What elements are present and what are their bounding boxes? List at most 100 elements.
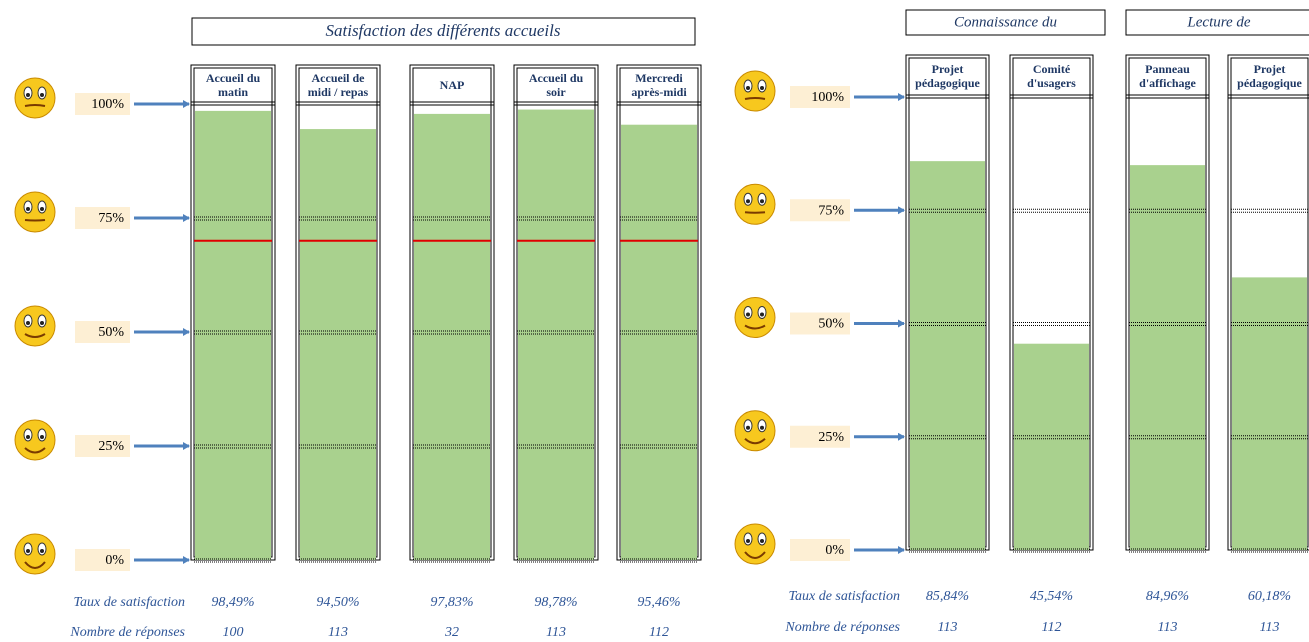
count-label: 113 [1158, 620, 1178, 635]
smiley-pupil [26, 321, 30, 325]
count-label: 113 [938, 620, 958, 635]
column-header-box: Accueil du matin [205, 70, 261, 99]
smiley-pupil [26, 549, 30, 553]
smiley-mouth [744, 437, 766, 445]
smiley-pupil [746, 425, 750, 430]
smiley [14, 533, 56, 575]
smiley-pupil [760, 199, 764, 204]
bar [195, 110, 271, 561]
count-label: 112 [649, 625, 669, 640]
column-header: Comité d'usagers [1027, 62, 1076, 90]
smiley-pupil [746, 539, 750, 543]
count-label: 100 [223, 625, 244, 640]
smiley-mouth [744, 551, 766, 559]
smiley-pupil [26, 207, 30, 211]
smiley-pupil [40, 207, 44, 211]
y-tick-label: 100% [811, 90, 844, 105]
y-tick-label: 75% [98, 211, 124, 226]
value-label: 98,49% [211, 595, 254, 610]
smiley-pupil [40, 93, 44, 97]
bar [1130, 165, 1205, 550]
group-title-box [905, 9, 1106, 36]
smiley [14, 305, 56, 347]
y-tick-label: 0% [105, 553, 124, 568]
smiley-face [734, 183, 776, 225]
smiley-face [734, 410, 776, 452]
tick-label-box [75, 207, 130, 229]
smiley [14, 419, 56, 461]
smiley-pupil [40, 321, 44, 325]
bar [518, 109, 594, 560]
smiley [734, 183, 776, 225]
smiley [734, 70, 776, 112]
column-header: Projet pédagogique [915, 62, 980, 90]
group-title-box [1125, 9, 1309, 36]
bar [621, 124, 697, 561]
smiley [734, 410, 776, 452]
value-label: 98,78% [534, 595, 577, 610]
row-label: Taux de satisfaction [74, 595, 186, 610]
smiley-pupil [760, 539, 764, 543]
column-header-box: Accueil de midi / repas [308, 71, 368, 99]
column-header-box: Comité d'usagers [1027, 62, 1076, 90]
y-tick-label: 50% [98, 325, 124, 340]
tick-label-box [790, 199, 850, 222]
smiley-face [734, 297, 776, 338]
tick-label-box [790, 539, 850, 561]
column-header: NAP [439, 77, 465, 92]
count-label: 112 [1042, 620, 1062, 635]
y-tick-label: 25% [98, 439, 124, 454]
smiley-pupil [746, 199, 750, 204]
smiley-mouth [744, 211, 766, 214]
smiley-pupil [26, 435, 30, 439]
group-title: Lecture de [1186, 14, 1251, 30]
count-label: 32 [444, 625, 459, 640]
smiley-face [14, 533, 56, 575]
count-label: 113 [1260, 620, 1280, 635]
smiley-face [734, 70, 776, 112]
bar [1232, 277, 1307, 550]
value-label: 85,84% [926, 589, 969, 604]
smiley-mouth [24, 447, 46, 454]
column-header: Accueil du matin [205, 70, 261, 99]
row-label: Nombre de réponses [784, 620, 900, 635]
y-tick-label: 50% [818, 317, 844, 332]
tick-label-box [790, 425, 850, 448]
y-tick-label: 100% [91, 97, 124, 112]
column-header-box: Mercredi après-midi [631, 71, 686, 99]
smiley-face [14, 305, 56, 347]
title-box [191, 17, 696, 46]
column-header-box: Projet pédagogique [1237, 62, 1302, 90]
smiley-mouth [24, 333, 46, 338]
smiley-mouth [24, 104, 46, 107]
column-header: Panneau d'affichage [1139, 62, 1196, 90]
column-header: Projet pédagogique [1237, 62, 1302, 90]
tick-label-box [75, 93, 130, 115]
bar [300, 129, 376, 560]
bar [910, 161, 985, 550]
y-tick-label: 25% [818, 430, 844, 445]
column-header-box: NAP [439, 77, 465, 92]
count-label: 113 [328, 625, 348, 640]
tick-label-box [75, 549, 130, 571]
smiley-pupil [760, 86, 764, 90]
smiley-mouth [744, 97, 766, 100]
count-label: 113 [546, 625, 566, 640]
value-label: 84,96% [1146, 589, 1189, 604]
row-label: Taux de satisfaction [789, 589, 901, 604]
tick-label-box [790, 86, 850, 108]
column-header-box: Projet pédagogique [915, 62, 980, 90]
smiley-pupil [760, 312, 764, 317]
smiley-pupil [40, 549, 44, 553]
value-label: 94,50% [316, 595, 359, 610]
smiley-face [14, 77, 56, 119]
smiley-mouth [24, 561, 46, 569]
tick-label-box [75, 435, 130, 457]
smiley-pupil [26, 93, 30, 97]
smiley-pupil [760, 425, 764, 430]
smiley-pupil [746, 86, 750, 90]
smiley [734, 297, 776, 338]
row-label: Nombre de réponses [69, 625, 185, 640]
y-tick-label: 75% [818, 203, 844, 218]
